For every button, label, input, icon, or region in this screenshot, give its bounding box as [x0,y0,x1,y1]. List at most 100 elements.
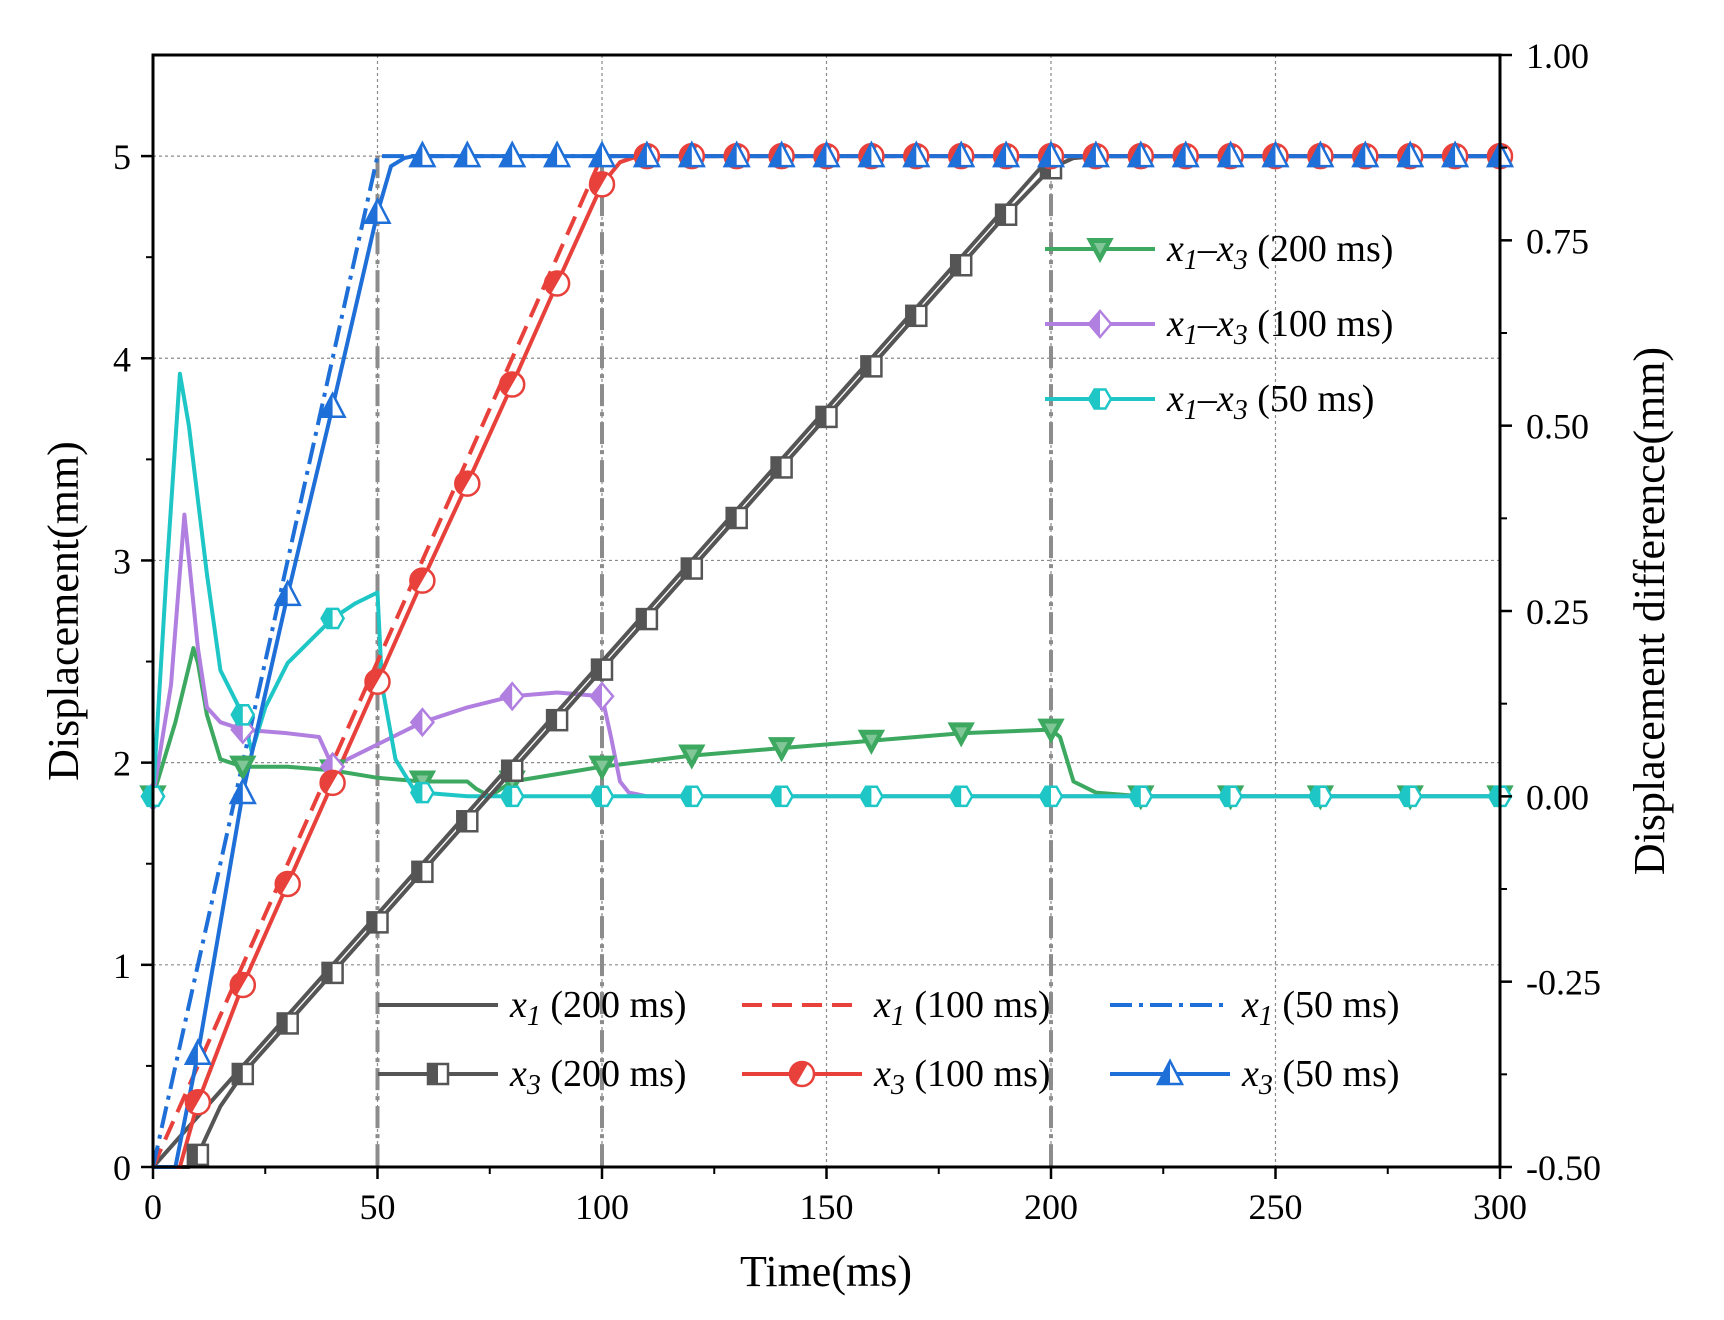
y-tick-label: 3 [113,541,131,581]
marker-point [725,506,748,530]
marker-point [228,777,257,805]
y-tick-label: 5 [113,137,131,177]
marker-point [184,1089,212,1116]
marker-point [321,961,344,985]
marker-point [409,707,436,738]
x-tick-label: 100 [575,1187,629,1227]
series-line-x1-x3-50-ms- [151,371,1500,799]
marker-point [770,456,793,479]
legend-entry: x1–x3 (50 ms) [1045,378,1374,426]
marker-point [363,196,392,224]
x-tick-label: 50 [360,1187,396,1227]
marker-point [498,371,526,398]
marker-point [1128,785,1154,808]
y2-tick-label: 1.00 [1526,36,1589,76]
marker-point [1038,785,1064,808]
marker-point [767,737,796,763]
marker-point [276,1012,299,1035]
marker-point [767,140,796,168]
legends: x1 (200 ms) x1 (100 ms) x1 (50 ms) x3 (200 … [378,228,1400,1101]
marker-point [319,769,346,797]
marker-point [589,785,615,808]
marker-point [948,785,974,808]
marker-point [230,704,256,726]
marker-point [947,722,975,748]
marker-point [543,270,571,297]
legend-label: x3 (200 ms) [509,1053,687,1101]
y-tick-label: 4 [113,339,131,379]
y2-tick-label: -0.25 [1526,963,1601,1003]
legend-label: x1–x3 (50 ms) [1166,378,1374,426]
marker-point [947,140,976,168]
marker-point [1261,140,1290,168]
marker-point [1126,140,1155,168]
legend-marker [1086,238,1114,264]
marker-point [231,1062,255,1086]
marker-point [364,668,391,696]
marker-point [1081,140,1110,168]
marker-point [498,140,527,168]
marker-point [769,785,795,808]
marker-point [273,579,302,607]
x-tick-label: 0 [144,1187,162,1227]
marker-point [857,140,886,168]
marker-point [949,254,973,277]
y2-axis-title: Displacement difference(mm) [1625,347,1674,875]
marker-point [1306,140,1335,168]
x-tick-label: 150 [800,1187,854,1227]
legend-label: x1–x3 (200 ms) [1166,228,1393,276]
series-line-x1-x3-200-ms- [151,646,1500,799]
marker-point [815,405,838,429]
marker-point [1171,140,1200,168]
marker-point [320,607,346,630]
marker-point [1036,140,1066,168]
marker-point [632,140,661,168]
y2-tick-label: 0.75 [1526,221,1589,261]
marker-point [229,755,257,781]
legend-marker [1155,1058,1185,1086]
marker-point [1037,718,1065,744]
marker-point [588,171,616,198]
y-axis-title: Displacement(mm) [39,441,88,781]
marker-point [183,1038,212,1066]
marker-point [499,681,525,712]
marker-point [1351,140,1380,168]
legend-marker [788,1060,816,1088]
y2-tick-label: -0.50 [1526,1148,1601,1188]
marker-point [680,557,704,580]
legend-label: x1 (100 ms) [873,984,1051,1032]
marker-point [1396,140,1425,168]
x-tick-label: 300 [1473,1187,1527,1227]
marker-point [857,729,886,755]
legend-marker [1087,388,1113,410]
y2-tick-label: 0.50 [1526,407,1589,447]
series-line-x1-100-ms- [151,154,1500,1168]
axes: 0 50 100 150 200 250 300 0 1 2 3 4 5 -0.50 -0.25 0.00 0.… [113,36,1601,1227]
marker-point [409,567,436,594]
y2-tick-label: 0.00 [1526,777,1589,817]
marker-point [590,658,614,681]
marker-point [454,470,481,497]
marker-point [1218,785,1244,808]
marker-point [411,860,434,884]
series-line-x3-50-ms- [153,154,1500,1169]
marker-point [860,355,883,378]
marker-point [545,708,569,732]
y-tick-label: 2 [113,744,131,784]
marker-point [905,304,928,328]
marker-point [409,781,435,804]
marker-point [589,681,615,712]
y-tick-label: 0 [113,1148,131,1188]
legend-label: x1–x3 (100 ms) [1166,303,1393,351]
legend-entry: x1 (100 ms) [742,984,1051,1032]
marker-point [274,870,301,898]
marker-point [1216,140,1245,168]
legend-marker [426,1062,450,1086]
marker-point [543,140,572,168]
marker-point [588,755,616,781]
legend-entry: x1 (200 ms) [378,984,687,1032]
x-tick-label: 200 [1024,1187,1078,1227]
legend-entry: x1 (50 ms) [1110,984,1400,1032]
legend-entry: x3 (100 ms) [742,1053,1051,1101]
